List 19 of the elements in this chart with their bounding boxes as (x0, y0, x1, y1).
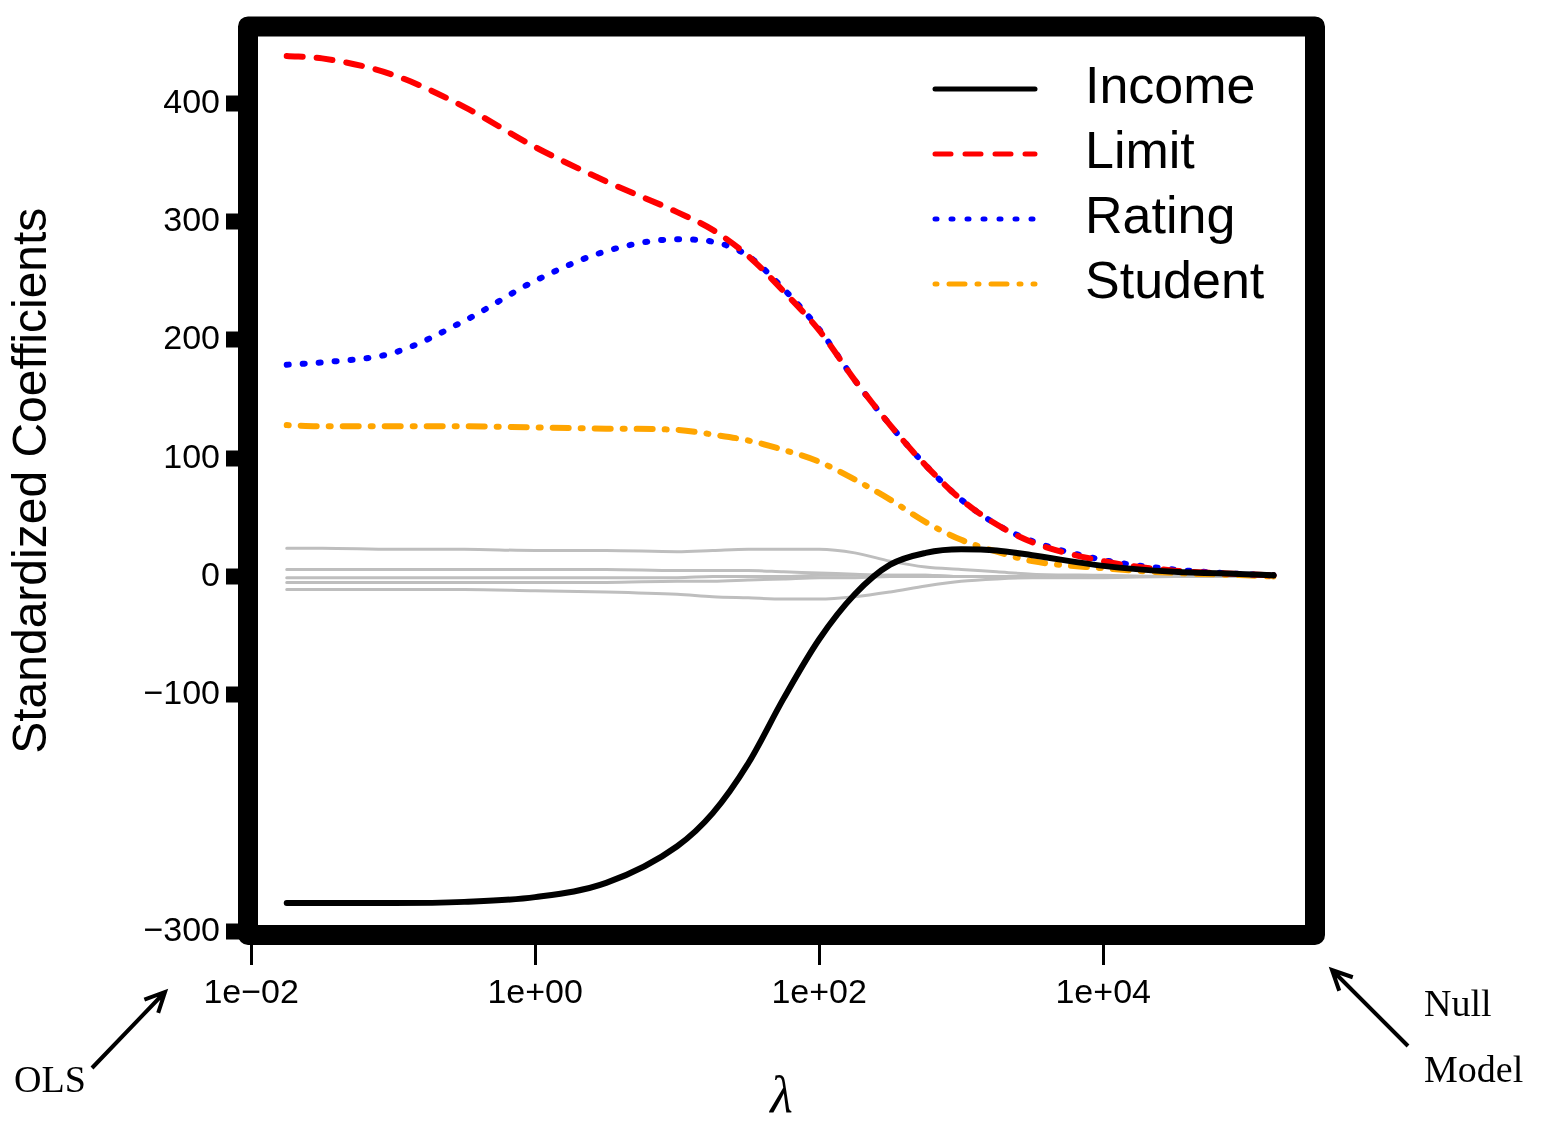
y-tick-label: 400 (163, 81, 220, 120)
y-tick-label: 200 (163, 318, 220, 357)
y-axis-title: Standardized Coefficients (3, 207, 57, 754)
y-tick-label: 0 (201, 554, 220, 593)
legend-label: Student (1085, 251, 1265, 310)
x-tick-label: 1e+02 (771, 971, 867, 1010)
x-tick-label: 1e+00 (487, 971, 583, 1010)
x-tick-label: 1e+04 (1055, 971, 1151, 1010)
x-axis-title: λ (768, 1066, 793, 1124)
text: OLS (14, 1057, 87, 1102)
legend-label: Rating (1085, 186, 1236, 245)
y-tick-label: −300 (143, 909, 220, 948)
y-tick-label: 100 (163, 436, 220, 475)
legend-label: Income (1085, 56, 1256, 115)
legend-label: Limit (1085, 121, 1196, 180)
x-tick-label: 1e−02 (203, 971, 299, 1010)
y-tick-label: −100 (143, 673, 220, 712)
text: Null Model (1424, 981, 1525, 1092)
y-tick-label: 300 (163, 199, 220, 238)
